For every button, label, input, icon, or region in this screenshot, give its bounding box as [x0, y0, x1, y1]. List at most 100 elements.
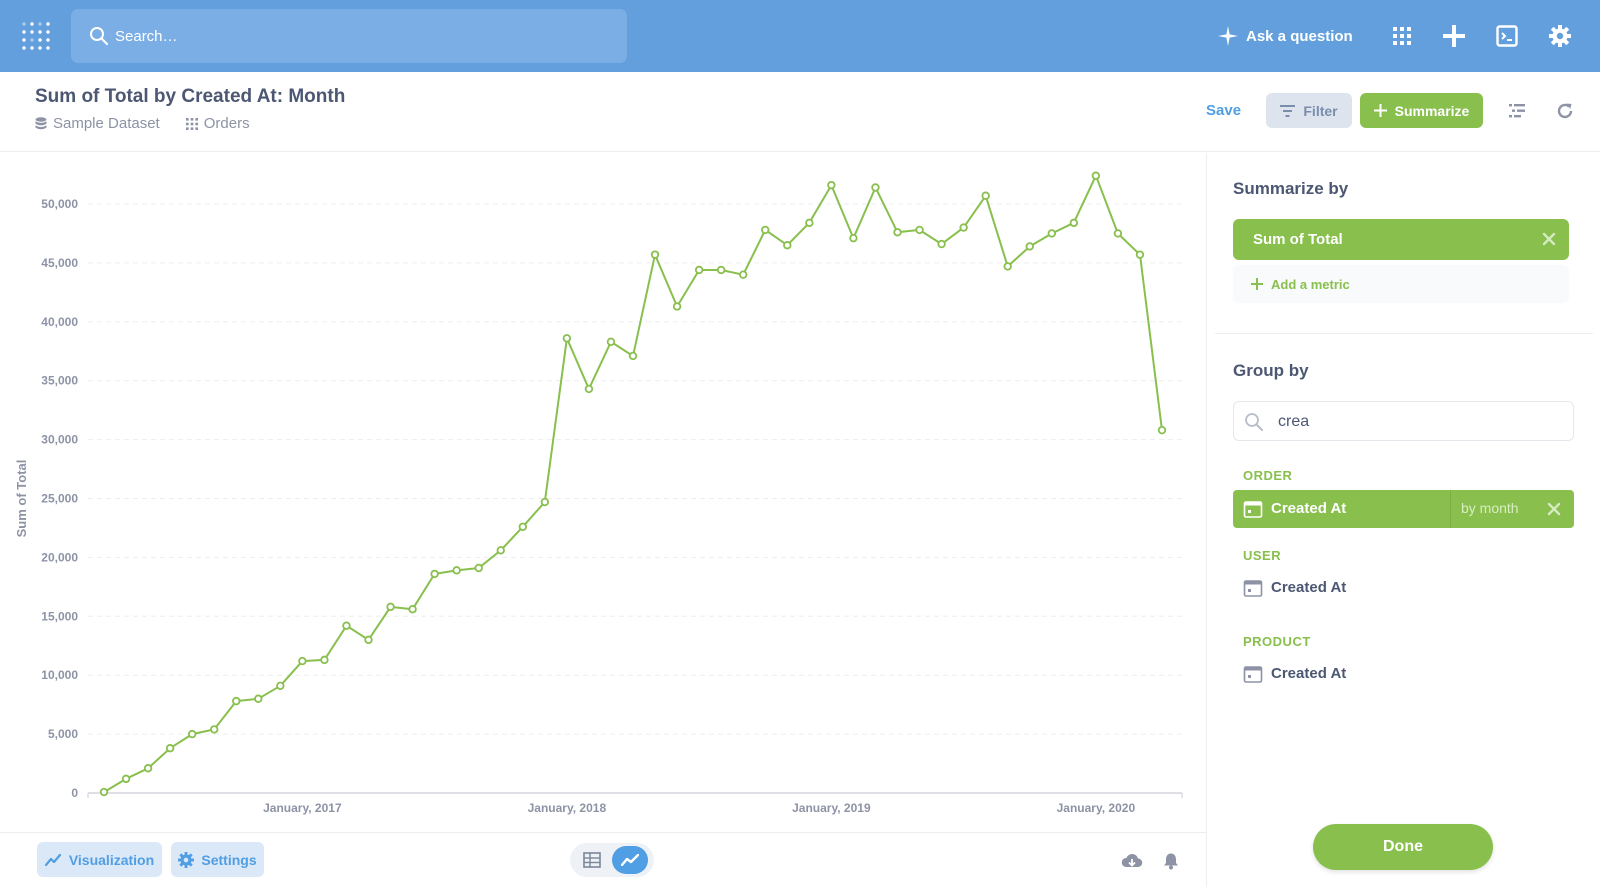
data-point [915, 225, 924, 235]
y-axis-title: Sum of Total [14, 460, 29, 538]
data-point [827, 180, 836, 190]
sql-editor-icon[interactable] [1493, 22, 1521, 50]
data-point [320, 655, 329, 665]
column-label: Created At [1271, 665, 1347, 682]
section-user-label: USER [1243, 548, 1282, 563]
data-point [981, 191, 990, 200]
breadcrumb-database[interactable]: Sample Dataset [53, 115, 160, 132]
breadcrumb-table[interactable]: Orders [203, 115, 250, 132]
chart-view-icon[interactable] [612, 846, 648, 874]
new-plus-icon[interactable] [1440, 22, 1468, 50]
metric-pill[interactable]: Sum of Total [1233, 219, 1569, 260]
global-search[interactable] [71, 9, 627, 63]
settings-button[interactable]: Settings [171, 842, 264, 877]
data-point [628, 351, 638, 361]
summarize-sidebar: Summarize by Sum of Total Add a metric G… [1206, 153, 1600, 887]
bell-alert-icon[interactable] [1160, 850, 1182, 872]
gear-icon[interactable] [1546, 22, 1574, 50]
data-point [210, 725, 219, 734]
y-tick-label: 35,000 [41, 374, 78, 388]
column-order-created-at[interactable]: Created At by month [1233, 490, 1574, 528]
add-metric-button[interactable]: Add a metric [1233, 265, 1569, 303]
series-line [103, 174, 1163, 793]
settings-label: Settings [201, 851, 257, 868]
y-tick-label: 25,000 [41, 492, 78, 506]
column-product-created-at[interactable]: Created At [1233, 655, 1574, 693]
line-chart-icon [44, 853, 61, 866]
data-point [849, 233, 858, 243]
ask-question-label: Ask a question [1246, 27, 1353, 45]
column-label: Created At [1271, 579, 1347, 596]
data-point [165, 744, 175, 753]
plus-icon [1251, 278, 1263, 290]
data-point [1113, 229, 1123, 238]
data-point [1047, 229, 1056, 238]
data-point [452, 566, 461, 575]
data-point [716, 265, 726, 275]
visualization-label: Visualization [68, 851, 155, 868]
y-tick-label: 10,000 [41, 668, 78, 682]
x-tick-label: January, 2019 [792, 801, 871, 815]
metric-label: Sum of Total [1253, 231, 1343, 248]
metabase-logo-icon[interactable] [20, 20, 52, 52]
apps-grid-icon[interactable] [1388, 22, 1416, 50]
y-tick-label: 15,000 [41, 609, 78, 623]
notebook-editor-icon[interactable] [1505, 99, 1529, 123]
line-chart: 0 5,000 10,000 15,000 20,000 25,000 30,000 35,0… [14, 171, 1183, 831]
filter-button[interactable]: Filter [1266, 93, 1352, 128]
y-tick-label: 50,000 [41, 197, 78, 211]
visualization-button[interactable]: Visualization [37, 842, 162, 877]
calendar-icon [1243, 501, 1263, 518]
remove-metric-close-icon[interactable] [1541, 231, 1557, 247]
y-tick-label: 30,000 [41, 433, 78, 447]
data-point [364, 635, 373, 645]
question-header: Sum of Total by Created At: Month Sample… [0, 72, 1600, 152]
summarize-label: Summarize [1394, 102, 1470, 119]
ask-question-button[interactable]: Ask a question [1218, 22, 1353, 50]
data-point [540, 497, 550, 507]
data-point [386, 602, 395, 612]
data-point [783, 241, 792, 250]
temporal-bucket-selector[interactable]: by month [1450, 490, 1529, 528]
table-grid-icon [185, 117, 198, 130]
data-point [694, 265, 704, 275]
data-point [187, 729, 197, 739]
column-user-created-at[interactable]: Created At [1233, 569, 1574, 607]
done-button[interactable]: Done [1313, 824, 1493, 870]
refresh-icon[interactable] [1553, 99, 1577, 123]
table-view-icon[interactable] [582, 850, 602, 870]
sidebar-divider [1215, 333, 1593, 334]
data-point [276, 681, 285, 691]
x-tick-label: January, 2020 [1057, 801, 1136, 815]
view-footer: Visualization Settings [0, 832, 1206, 887]
data-point [496, 546, 505, 555]
remove-breakout-close-icon[interactable] [1546, 501, 1562, 517]
add-metric-label: Add a metric [1271, 276, 1350, 292]
search-input[interactable] [115, 22, 595, 50]
data-point [143, 764, 153, 773]
column-label: Created At [1271, 500, 1347, 517]
data-point [606, 337, 616, 347]
page-title: Sum of Total by Created At: Month [35, 86, 346, 107]
data-point [893, 228, 902, 237]
group-by-heading: Group by [1233, 361, 1309, 380]
data-point [739, 270, 748, 279]
data-point [518, 522, 527, 531]
settings-gear-icon [178, 851, 195, 868]
summarize-by-heading: Summarize by [1233, 179, 1349, 198]
group-by-search[interactable] [1233, 401, 1574, 441]
save-button[interactable]: Save [1206, 102, 1242, 119]
view-toggle [570, 843, 654, 877]
summarize-button[interactable]: Summarize [1360, 93, 1483, 128]
download-icon[interactable] [1121, 850, 1143, 872]
section-order-label: ORDER [1243, 468, 1293, 483]
data-point [672, 302, 682, 311]
y-tick-label: 45,000 [41, 256, 78, 270]
x-axis-title: Created At [601, 829, 667, 831]
y-tick-label: 5,000 [48, 727, 78, 741]
data-point [1025, 242, 1034, 251]
data-point [99, 787, 109, 797]
group-by-search-input[interactable] [1278, 410, 1558, 434]
data-point [1003, 262, 1012, 271]
data-point [1091, 171, 1101, 180]
